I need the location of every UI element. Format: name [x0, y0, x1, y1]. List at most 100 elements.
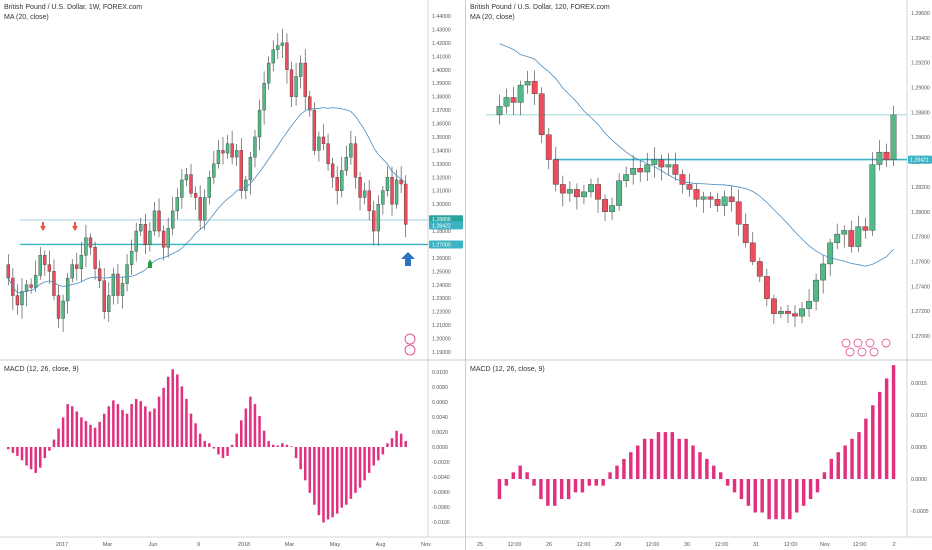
candle-body[interactable]: [876, 151, 883, 165]
candle-body[interactable]: [148, 230, 152, 245]
candle-body[interactable]: [116, 273, 120, 296]
candle-body[interactable]: [559, 184, 566, 194]
candle-body[interactable]: [609, 205, 615, 212]
candle-body[interactable]: [212, 163, 216, 178]
candle-body[interactable]: [235, 150, 239, 158]
weekly-chart-svg[interactable]: 1.44000 1.43000 1.42000 1.41000 1.40000 1.390…: [0, 0, 466, 550]
candle-body[interactable]: [700, 196, 707, 200]
candle-body[interactable]: [721, 196, 728, 206]
weekly-chart-panel[interactable]: 1.44000 1.43000 1.42000 1.41000 1.40000 1.390…: [0, 0, 466, 550]
candle-body[interactable]: [107, 295, 111, 312]
event-marker-icon[interactable]: [404, 333, 416, 345]
candle-body[interactable]: [503, 97, 510, 107]
candle-body[interactable]: [239, 150, 243, 191]
candle-body[interactable]: [651, 159, 658, 165]
candle-body[interactable]: [806, 301, 812, 309]
candle-body[interactable]: [820, 263, 827, 281]
candle-body[interactable]: [134, 230, 138, 252]
candle-body[interactable]: [298, 62, 303, 77]
candle-body[interactable]: [216, 150, 221, 165]
candle-body[interactable]: [841, 230, 848, 235]
candle-body[interactable]: [20, 291, 24, 306]
candle-body[interactable]: [189, 174, 193, 194]
candle-body[interactable]: [510, 97, 517, 103]
candle-body[interactable]: [358, 177, 362, 198]
candle-body[interactable]: [538, 93, 545, 135]
candle-body[interactable]: [184, 174, 189, 181]
candle-body[interactable]: [344, 156, 349, 171]
candle-body[interactable]: [175, 197, 179, 212]
candle-body[interactable]: [372, 210, 376, 232]
candle-body[interactable]: [294, 76, 298, 97]
candle-body[interactable]: [693, 189, 700, 200]
candle-body[interactable]: [637, 168, 644, 173]
candle-body[interactable]: [714, 199, 721, 206]
candle-body[interactable]: [266, 62, 271, 84]
candle-body[interactable]: [707, 196, 714, 200]
candle-body[interactable]: [152, 210, 157, 232]
candle-body[interactable]: [362, 190, 367, 198]
candle-body[interactable]: [890, 114, 897, 160]
candle-body[interactable]: [271, 49, 275, 64]
candle-body[interactable]: [230, 143, 234, 158]
candle-body[interactable]: [335, 177, 339, 191]
candle-body[interactable]: [61, 300, 65, 319]
candle-body[interactable]: [728, 196, 735, 203]
candle-body[interactable]: [317, 136, 321, 151]
candle-body[interactable]: [813, 279, 820, 302]
candle-body[interactable]: [616, 180, 623, 206]
candle-body[interactable]: [353, 143, 358, 178]
candle-body[interactable]: [785, 310, 791, 314]
candle-body[interactable]: [47, 264, 52, 272]
candle-body[interactable]: [6, 264, 10, 279]
event-marker-icon[interactable]: [853, 338, 863, 348]
candle-body[interactable]: [193, 193, 198, 198]
candle-body[interactable]: [644, 164, 651, 173]
event-marker-icon[interactable]: [845, 347, 855, 357]
candle-body[interactable]: [385, 177, 390, 191]
candle-body[interactable]: [93, 246, 97, 269]
candle-body[interactable]: [102, 280, 106, 312]
candle-body[interactable]: [139, 224, 143, 232]
candle-body[interactable]: [855, 226, 862, 247]
event-marker-icon[interactable]: [857, 347, 867, 357]
candle-body[interactable]: [303, 62, 307, 97]
candle-body[interactable]: [84, 237, 88, 256]
candle-body[interactable]: [658, 159, 665, 168]
candle-body[interactable]: [595, 184, 601, 200]
candle-body[interactable]: [778, 310, 784, 314]
candle-body[interactable]: [524, 81, 531, 86]
candle-body[interactable]: [367, 190, 371, 212]
candle-body[interactable]: [770, 298, 777, 314]
candle-body[interactable]: [321, 136, 326, 144]
event-marker-icon[interactable]: [869, 347, 879, 357]
candle-body[interactable]: [390, 177, 394, 205]
candle-body[interactable]: [326, 143, 330, 165]
candle-body[interactable]: [38, 255, 42, 276]
candle-body[interactable]: [602, 199, 608, 212]
candle-body[interactable]: [792, 313, 798, 317]
candle-body[interactable]: [225, 143, 230, 154]
candle-body[interactable]: [161, 230, 166, 248]
intraday-chart-svg[interactable]: 1.29600 1.29400 1.29200 1.29000 1.28800 1.286…: [466, 0, 932, 550]
panel-divider[interactable]: [465, 0, 466, 550]
candle-body[interactable]: [198, 197, 202, 221]
candle-body[interactable]: [180, 179, 184, 198]
candle-body[interactable]: [883, 151, 890, 160]
intraday-chart-panel[interactable]: 1.29600 1.29400 1.29200 1.29000 1.28800 1.286…: [466, 0, 932, 550]
candle-body[interactable]: [24, 284, 29, 292]
candle-body[interactable]: [517, 84, 524, 103]
candle-body[interactable]: [588, 184, 594, 193]
candle-body[interactable]: [52, 271, 56, 296]
candle-body[interactable]: [248, 156, 253, 181]
candle-body[interactable]: [70, 264, 74, 279]
candle-body[interactable]: [171, 210, 175, 229]
candle-body[interactable]: [111, 273, 116, 296]
candle-body[interactable]: [280, 42, 285, 46]
candle-body[interactable]: [630, 168, 637, 175]
candle-body[interactable]: [566, 189, 573, 194]
candle-body[interactable]: [79, 255, 84, 269]
candle-body[interactable]: [376, 203, 380, 232]
event-marker-icon[interactable]: [841, 338, 851, 348]
candle-body[interactable]: [244, 179, 248, 191]
